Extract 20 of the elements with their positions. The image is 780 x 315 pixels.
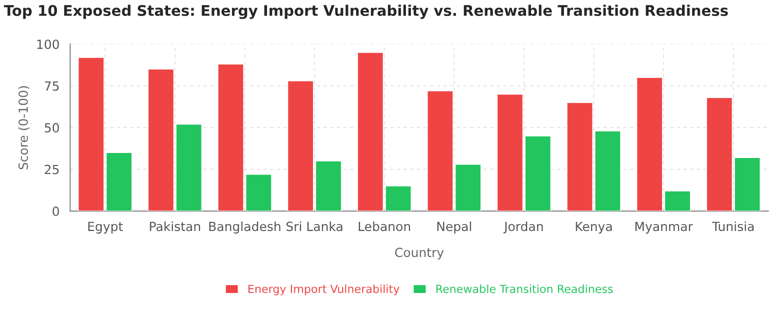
- x-tick-label: Myanmar: [635, 222, 693, 234]
- x-tick-label: Lebanon: [358, 221, 410, 232]
- x-tick-label: Nepal: [437, 221, 472, 234]
- legend-label: Energy Import Vulnerability: [248, 284, 400, 296]
- x-tick-label: Egypt: [88, 222, 123, 234]
- x-tick-label: Kenya: [576, 222, 612, 234]
- y-tick-label: 0: [52, 206, 59, 216]
- y-tick-label: 25: [44, 164, 59, 174]
- x-tick-label: Pakistan: [150, 221, 200, 232]
- y-tick-label: 50: [44, 123, 59, 132]
- y-axis-title: Score (0-100): [18, 86, 30, 170]
- y-tick-label: 100: [37, 40, 59, 50]
- x-axis-title: Country: [395, 248, 444, 260]
- x-tick-label: Jordan: [503, 221, 543, 234]
- chart-title: Top 10 Exposed States: Energy Import Vulnerability vs. Renewable Transition Readiness: [4, 4, 728, 19]
- y-tick-label: 75: [44, 81, 59, 91]
- x-tick-label: Sri Lanka: [286, 221, 342, 232]
- x-tick-label: Bangladesh: [209, 221, 280, 234]
- legend-label: Renewable Transition Readiness: [436, 284, 613, 294]
- x-tick-label: Tunisia: [712, 221, 754, 232]
